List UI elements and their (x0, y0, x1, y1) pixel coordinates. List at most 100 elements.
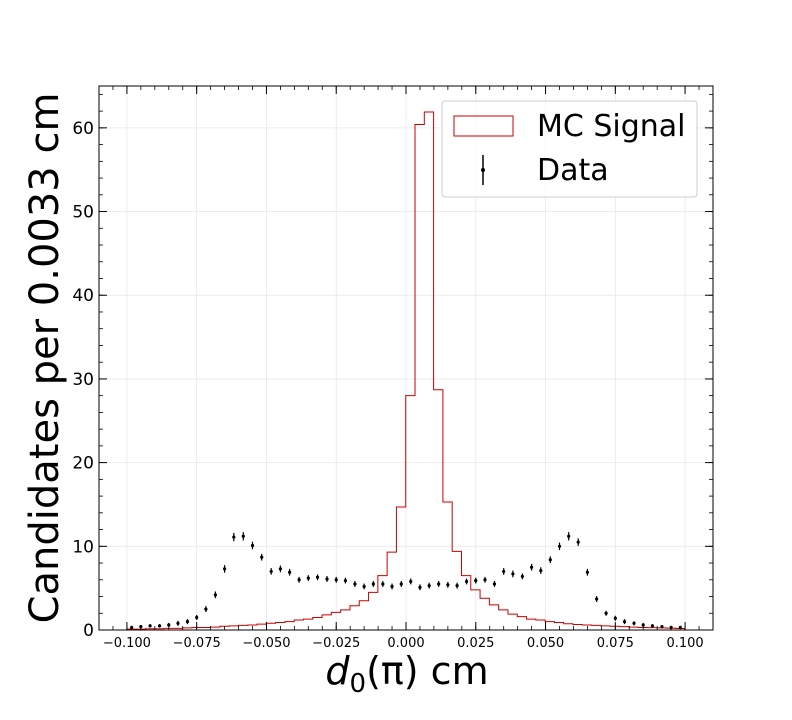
data-point (576, 538, 580, 546)
data-marker (390, 584, 394, 589)
y-tick-label: 30 (72, 370, 94, 390)
data-marker (176, 621, 180, 625)
data-marker (222, 567, 227, 571)
data-marker (520, 574, 524, 579)
data-marker (641, 623, 645, 627)
data-marker (464, 579, 469, 584)
x-axis-label-main: d (325, 649, 350, 693)
data-point (334, 576, 338, 583)
data-point (557, 542, 562, 551)
data-point (604, 610, 608, 616)
data-point (437, 581, 441, 587)
y-tick-label: 50 (72, 203, 94, 223)
data-marker (446, 583, 450, 587)
data-point (130, 625, 134, 630)
data-point (520, 573, 524, 580)
data-marker (371, 582, 375, 586)
data-point (195, 614, 199, 620)
data-point (343, 577, 348, 584)
data-marker (213, 593, 217, 597)
data-point (381, 581, 385, 587)
data-point (353, 581, 357, 587)
data-point (288, 568, 292, 576)
data-marker (678, 625, 682, 630)
data-point (362, 583, 366, 590)
data-marker (325, 577, 329, 581)
data-marker (539, 568, 543, 573)
mc-signal-series (126, 111, 686, 630)
data-marker (288, 570, 292, 574)
data-marker (622, 620, 627, 624)
data-point (241, 532, 245, 541)
data-marker (278, 567, 283, 571)
data-point (390, 583, 394, 590)
legend-mc-signal-label: MC Signal (537, 109, 686, 144)
axis-ticks (98, 86, 714, 631)
data-marker (576, 540, 580, 544)
data-marker (529, 565, 534, 569)
x-tick-label: 0.100 (666, 636, 703, 651)
data-point (409, 578, 413, 585)
data-point (232, 532, 236, 542)
data-marker (362, 584, 366, 589)
data-marker (353, 582, 357, 586)
x-axis-label: d0(π) cm (325, 649, 488, 699)
data-marker (334, 578, 338, 582)
data-marker (548, 558, 552, 562)
data-point (306, 575, 310, 582)
data-marker (409, 579, 413, 584)
data-point (325, 576, 329, 582)
data-point (176, 620, 180, 626)
y-tick-label: 60 (72, 119, 94, 139)
y-tick-label: 20 (72, 454, 94, 474)
legend-mc-signal-swatch (453, 115, 514, 137)
data-marker (595, 597, 599, 601)
data-marker (483, 578, 487, 582)
data-point (678, 625, 682, 630)
y-axis-label: Candidates per 0.0033 cm (22, 93, 68, 624)
data-marker (492, 582, 497, 586)
data-point (278, 565, 283, 573)
data-marker (130, 625, 134, 630)
data-marker (315, 575, 320, 579)
data-point (483, 576, 487, 583)
x-tick-label: −0.025 (312, 636, 360, 651)
data-point (213, 591, 217, 599)
data-point (371, 581, 375, 587)
data-point (315, 574, 320, 581)
data-point (269, 568, 273, 575)
data-point (660, 624, 664, 629)
legend-frame (441, 100, 698, 198)
data-point (464, 578, 469, 585)
data-marker (195, 615, 199, 620)
data-marker (297, 578, 301, 582)
data-point (455, 582, 459, 589)
data-marker (474, 579, 478, 583)
data-marker (157, 624, 162, 628)
legend-data-label: Data (537, 153, 609, 188)
data-marker (306, 576, 310, 580)
data-point (529, 563, 534, 571)
data-point (222, 565, 227, 573)
data-point (567, 532, 571, 541)
data-marker (604, 611, 608, 615)
data-point (548, 556, 552, 564)
x-tick-label: −0.100 (103, 636, 151, 651)
data-marker (613, 616, 617, 620)
data-point (595, 596, 599, 602)
data-marker (167, 623, 171, 627)
data-point (260, 553, 264, 561)
data-point (250, 541, 255, 550)
data-point (585, 568, 590, 576)
data-marker (557, 544, 562, 548)
data-marker (269, 569, 273, 574)
y-tick-label: 10 (72, 537, 94, 557)
data-marker (511, 572, 515, 576)
data-marker (585, 570, 590, 574)
y-tick-label: 0 (83, 621, 94, 641)
data-marker (418, 585, 422, 589)
data-point (613, 615, 617, 621)
data-marker (250, 543, 255, 548)
data-point (502, 568, 506, 575)
